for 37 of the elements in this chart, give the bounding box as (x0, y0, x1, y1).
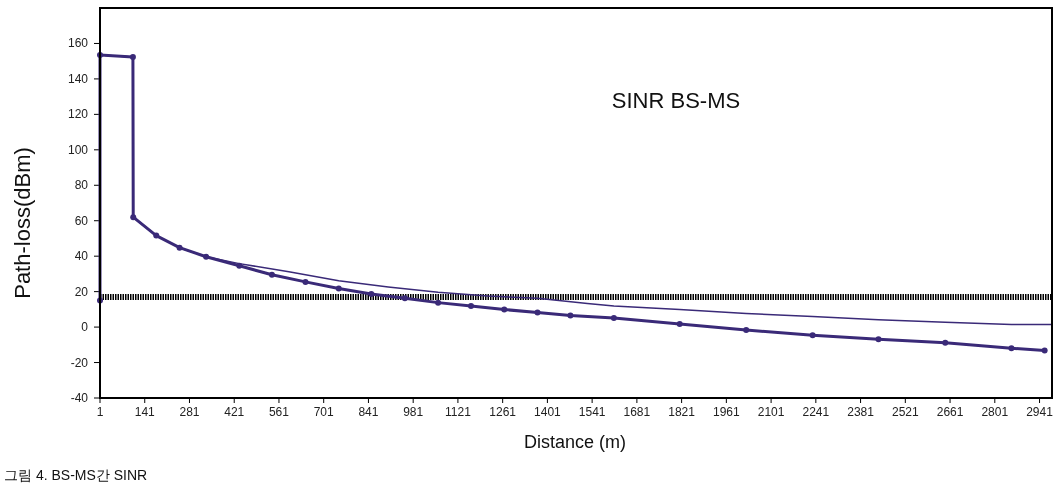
x-tick-label: 981 (403, 405, 424, 419)
y-tick-label: -20 (70, 355, 89, 370)
y-tick-label: 80 (74, 178, 89, 193)
y-tick-label: 140 (67, 71, 89, 86)
x-tick-label: 1821 (668, 405, 696, 419)
caption: 그림 4. BS-MS간 SINR (4, 467, 148, 483)
x-tick-label: 141 (134, 405, 156, 419)
x-tick-label: 281 (179, 405, 200, 419)
y-tick-label: 40 (74, 249, 89, 264)
x-tick-label: 561 (268, 405, 290, 419)
y-tick-label: 160 (67, 36, 89, 51)
x-tick-label: 2241 (802, 405, 830, 419)
x-axis-title: Distance (m) (523, 432, 627, 452)
x-tick-label: 2941 (1026, 405, 1054, 419)
x-tick-label: 2801 (981, 405, 1009, 419)
y-tick-label: -40 (70, 391, 89, 405)
x-tick-label: 1961 (713, 405, 741, 419)
text: SINR BS-MS (611, 88, 741, 113)
x-tick-label: 1 (96, 405, 104, 419)
y-tick-label: 20 (74, 284, 89, 299)
y-axis-title: Path-loss(dBm) (10, 147, 35, 299)
x-tick-label: 2381 (847, 405, 875, 419)
y-tick-label: 60 (74, 213, 89, 228)
x-tick-label: 1681 (623, 405, 651, 419)
x-tick-label: 1401 (534, 405, 562, 419)
y-tick-label: 100 (67, 142, 89, 157)
x-tick-label: 1121 (445, 405, 472, 419)
x-tick-label: 1541 (578, 405, 606, 419)
x-tick-label: 421 (224, 405, 245, 419)
y-tick-label: 0 (81, 320, 89, 335)
x-tick-label: 701 (313, 405, 335, 419)
y-tick-label: 120 (67, 107, 89, 122)
x-tick-label: 1261 (489, 405, 517, 419)
x-tick-label: 2521 (891, 405, 919, 419)
x-tick-label: 2661 (936, 405, 964, 419)
x-tick-label: 841 (358, 405, 379, 419)
x-tick-label: 2101 (757, 405, 785, 419)
